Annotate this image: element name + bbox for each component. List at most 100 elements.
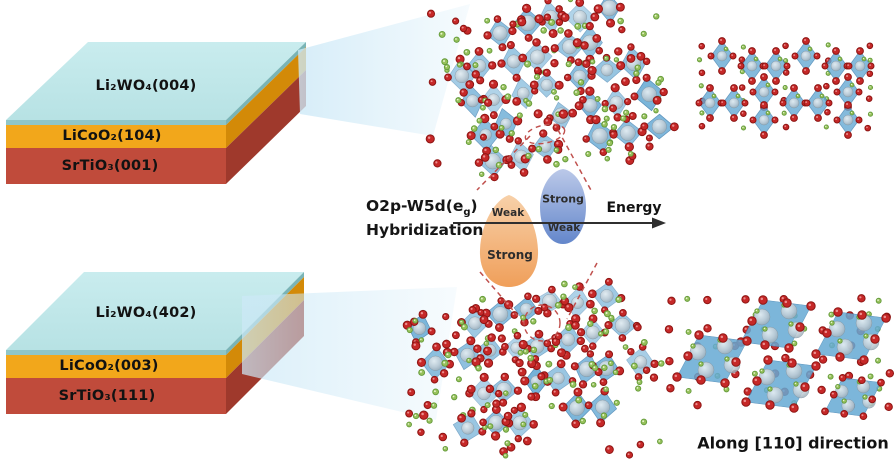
oxygen-atom-glint bbox=[580, 382, 584, 385]
lithium-atom-glint bbox=[432, 403, 435, 406]
lithium-atom-glint bbox=[483, 99, 486, 101]
lithium-atom bbox=[598, 330, 604, 337]
lithium-atom-glint bbox=[736, 94, 739, 97]
oxygen-atom-glint bbox=[762, 133, 765, 136]
lithium-atom bbox=[867, 84, 874, 91]
lithium-atom bbox=[480, 104, 486, 111]
oxygen-atom-glint bbox=[615, 115, 618, 118]
oxygen-atom-glint bbox=[562, 15, 566, 18]
lithium-atom-glint bbox=[615, 401, 617, 404]
lithium-atom-glint bbox=[609, 316, 612, 319]
oxygen-atom bbox=[718, 37, 726, 45]
oxygen-atom-glint bbox=[440, 434, 443, 438]
oxygen-atom-glint bbox=[825, 110, 828, 113]
oxygen-atom bbox=[439, 369, 449, 378]
lithium-atom-glint bbox=[504, 391, 507, 394]
oxygen-atom-glint bbox=[586, 403, 589, 406]
oxygen-atom bbox=[558, 109, 569, 119]
lithium-atom-glint bbox=[505, 441, 508, 444]
oxygen-atom bbox=[483, 346, 493, 356]
bottom-crystal-cluster-atoms bbox=[402, 277, 665, 459]
lithium-atom-glint bbox=[590, 362, 593, 365]
lithium-atom-glint bbox=[700, 111, 703, 114]
lithium-atom bbox=[828, 311, 835, 318]
oxygen-atom-glint bbox=[543, 47, 546, 50]
oxygen-atom-glint bbox=[846, 103, 849, 106]
oxygen-atom-glint bbox=[531, 422, 534, 425]
lithium-atom-glint bbox=[567, 62, 569, 65]
oxygen-atom bbox=[574, 58, 583, 67]
oxygen-atom-glint bbox=[627, 453, 630, 456]
oxygen-atom bbox=[416, 357, 427, 367]
oxygen-atom-glint bbox=[823, 409, 826, 412]
oxygen-atom-glint bbox=[577, 284, 580, 287]
oxygen-atom-glint bbox=[428, 11, 432, 14]
oxygen-atom bbox=[587, 289, 597, 299]
oxygen-atom bbox=[706, 114, 714, 122]
oxygen-atom bbox=[772, 77, 780, 85]
lithium-atom-glint bbox=[642, 32, 644, 35]
lithium-atom bbox=[455, 376, 462, 383]
oxygen-atom bbox=[463, 62, 471, 71]
lithium-atom-glint bbox=[443, 361, 446, 364]
lithium-atom bbox=[527, 354, 535, 362]
oxygen-atom bbox=[550, 44, 559, 53]
lithium-atom-glint bbox=[763, 327, 766, 330]
oxygen-atom bbox=[741, 397, 751, 407]
oxygen-atom-glint bbox=[705, 297, 708, 301]
oxygen-atom bbox=[824, 108, 831, 116]
lithium-atom-glint bbox=[604, 387, 607, 390]
oxygen-atom-glint bbox=[700, 71, 703, 73]
oxygen-atom bbox=[477, 308, 485, 316]
tungsten-atom bbox=[842, 114, 854, 126]
oxygen-atom bbox=[747, 316, 757, 326]
oxygen-atom-glint bbox=[545, 119, 548, 122]
lithium-atom bbox=[475, 364, 482, 372]
oxygen-atom-glint bbox=[513, 357, 516, 360]
lithium-atom bbox=[438, 30, 446, 38]
oxygen-atom-glint bbox=[515, 388, 519, 391]
oxygen-atom bbox=[563, 73, 572, 82]
lithium-atom-glint bbox=[876, 359, 879, 361]
oxygen-atom bbox=[698, 122, 706, 130]
oxygen-atom-glint bbox=[792, 86, 795, 89]
oxygen-atom-glint bbox=[535, 111, 539, 114]
lithium-atom-glint bbox=[581, 419, 583, 422]
oxygen-atom bbox=[835, 352, 845, 362]
top-film-stack bbox=[6, 42, 306, 184]
oxygen-atom bbox=[585, 299, 595, 309]
oxygen-atom-glint bbox=[886, 404, 889, 407]
top-film-stack-face bbox=[6, 148, 226, 184]
lithium-atom bbox=[767, 386, 773, 392]
lithium-atom-glint bbox=[754, 57, 757, 60]
oxygen-atom bbox=[532, 38, 541, 47]
oxygen-atom bbox=[825, 99, 833, 107]
lithium-atom-glint bbox=[506, 95, 509, 97]
oxygen-atom bbox=[541, 45, 550, 54]
oxygen-atom bbox=[430, 375, 439, 384]
oxygen-atom bbox=[802, 37, 810, 45]
lithium-atom-glint bbox=[419, 370, 422, 373]
oxygen-atom bbox=[683, 351, 693, 361]
lithium-atom-glint bbox=[473, 63, 476, 66]
oxygen-atom bbox=[761, 62, 769, 70]
oxygen-atom bbox=[833, 307, 843, 317]
oxygen-atom-glint bbox=[493, 433, 496, 436]
oxygen-atom-glint bbox=[731, 54, 734, 57]
oxygen-atom-glint bbox=[541, 131, 544, 134]
lithium-atom-glint bbox=[485, 19, 488, 21]
oxygen-atom bbox=[649, 373, 659, 382]
lithium-atom bbox=[635, 385, 642, 392]
lithium-atom bbox=[862, 394, 868, 400]
lithium-atom bbox=[630, 362, 638, 370]
oxygen-atom-glint bbox=[784, 125, 787, 128]
lithium-atom bbox=[502, 453, 509, 459]
lithium-atom-glint bbox=[621, 116, 624, 119]
oxygen-atom bbox=[533, 109, 543, 119]
oxygen-atom bbox=[844, 101, 852, 109]
lithium-atom-glint bbox=[850, 83, 853, 86]
oxygen-atom bbox=[800, 382, 810, 392]
lithium-atom bbox=[516, 112, 523, 119]
oxygen-atom-glint bbox=[515, 118, 518, 121]
oxygen-atom bbox=[693, 400, 702, 410]
